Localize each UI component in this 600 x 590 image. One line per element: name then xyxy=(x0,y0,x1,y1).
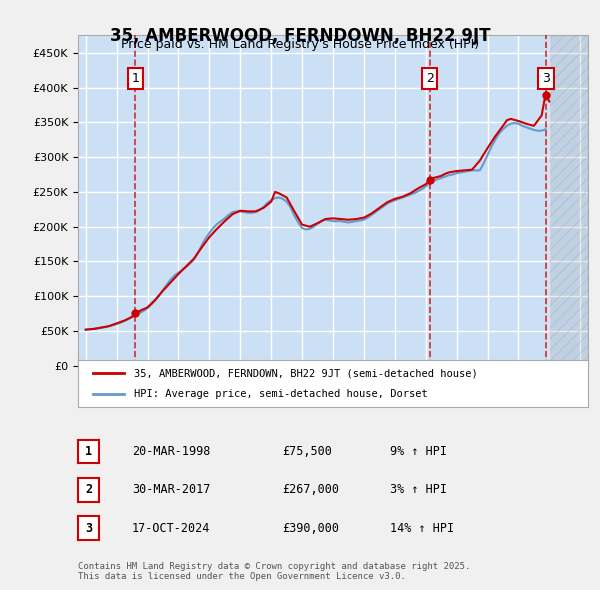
Text: £267,000: £267,000 xyxy=(282,483,339,496)
Text: 1: 1 xyxy=(85,445,92,458)
Text: HPI: Average price, semi-detached house, Dorset: HPI: Average price, semi-detached house,… xyxy=(134,389,428,399)
Text: £75,500: £75,500 xyxy=(282,445,332,458)
Text: 14% ↑ HPI: 14% ↑ HPI xyxy=(390,522,454,535)
Text: 9% ↑ HPI: 9% ↑ HPI xyxy=(390,445,447,458)
Text: 35, AMBERWOOD, FERNDOWN, BH22 9JT: 35, AMBERWOOD, FERNDOWN, BH22 9JT xyxy=(110,27,490,45)
Text: 3% ↑ HPI: 3% ↑ HPI xyxy=(390,483,447,496)
Text: Contains HM Land Registry data © Crown copyright and database right 2025.
This d: Contains HM Land Registry data © Crown c… xyxy=(78,562,470,581)
Text: 3: 3 xyxy=(542,72,550,85)
Text: 3: 3 xyxy=(85,522,92,535)
Text: 2: 2 xyxy=(425,72,434,85)
Text: 2: 2 xyxy=(85,483,92,496)
Text: £390,000: £390,000 xyxy=(282,522,339,535)
Text: 35, AMBERWOOD, FERNDOWN, BH22 9JT (semi-detached house): 35, AMBERWOOD, FERNDOWN, BH22 9JT (semi-… xyxy=(134,368,478,378)
Bar xyxy=(550,35,588,366)
Text: 1: 1 xyxy=(131,72,139,85)
Text: 20-MAR-1998: 20-MAR-1998 xyxy=(132,445,211,458)
Text: Price paid vs. HM Land Registry's House Price Index (HPI): Price paid vs. HM Land Registry's House … xyxy=(121,38,479,51)
Text: 17-OCT-2024: 17-OCT-2024 xyxy=(132,522,211,535)
Text: 30-MAR-2017: 30-MAR-2017 xyxy=(132,483,211,496)
